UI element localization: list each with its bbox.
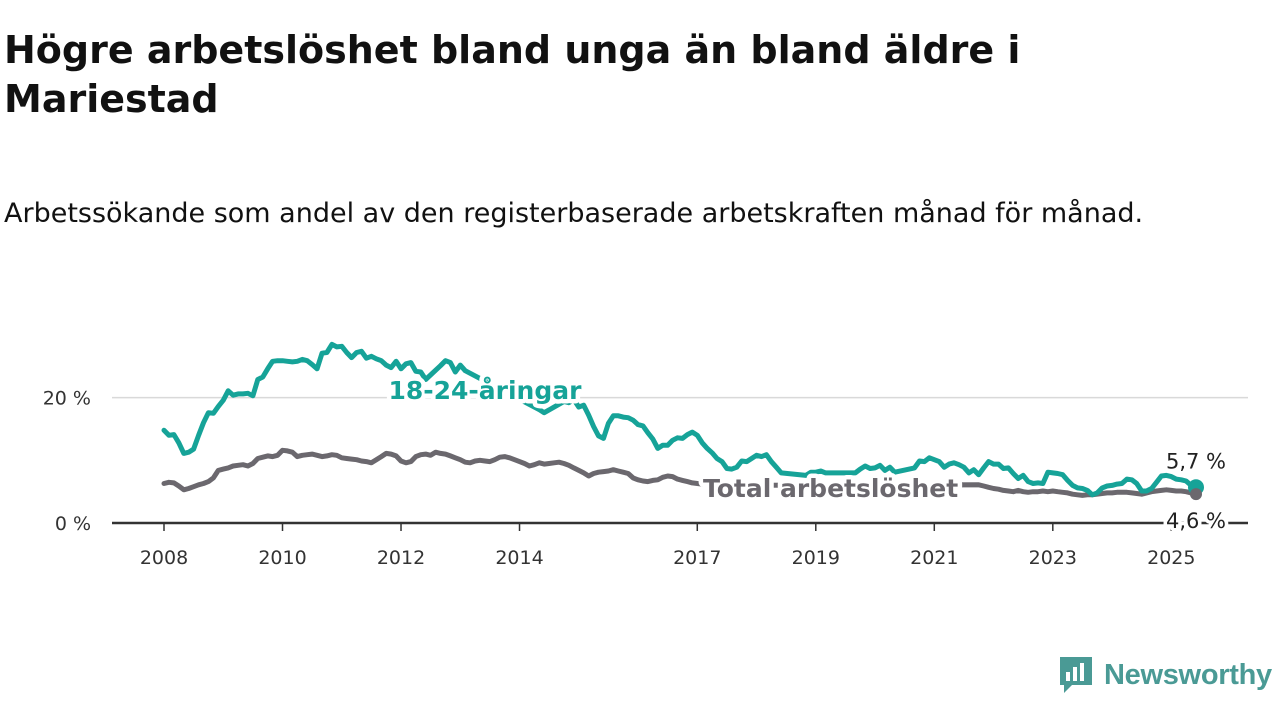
x-tick-label: 2023 — [1029, 547, 1077, 569]
series-end-marker — [1190, 488, 1202, 501]
series-label: Total arbetslöshet — [703, 474, 958, 503]
chart-title: Högre arbetslöshet bland unga än bland ä… — [4, 28, 1021, 121]
series-layer — [161, 341, 1204, 501]
x-tick-label: 2014 — [495, 547, 543, 569]
x-tick-label: 2019 — [792, 547, 840, 569]
newsworthy-logo-icon — [1060, 657, 1092, 693]
axis-layer: 0 % 20 % 2008 2010 2012 2014 2017 2019 2021 2023 2… — [43, 388, 1248, 569]
y-tick-label: 0 % — [55, 513, 91, 535]
y-tick-label: 20 % — [43, 388, 91, 410]
series-line — [161, 447, 1199, 498]
series-line — [161, 341, 1199, 498]
x-tick-label: 2017 — [673, 547, 721, 569]
label-layer: 18-24-åringar Total arbetslöshet 5,7 % 4,6 … — [384, 372, 1230, 537]
brand-logo: Newsworthy — [1058, 655, 1272, 695]
x-tick-label: 2012 — [377, 547, 425, 569]
end-value-label: 4,6 % — [1166, 509, 1226, 533]
x-tick-label: 2025 — [1147, 547, 1195, 569]
x-tick-label: 2021 — [910, 547, 958, 569]
x-tick-label: 2010 — [258, 547, 306, 569]
end-value-label: 5,7 % — [1166, 449, 1226, 473]
chart-subtitle: Arbetssökande som andel av den registerb… — [4, 198, 1144, 229]
brand-name: Newsworthy — [1104, 658, 1272, 691]
series-label: 18-24-åringar — [388, 376, 582, 405]
x-tick-label: 2008 — [140, 547, 188, 569]
